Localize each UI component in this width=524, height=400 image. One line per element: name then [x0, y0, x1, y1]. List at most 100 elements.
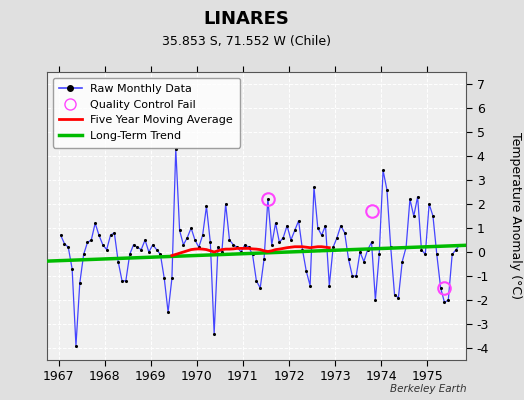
Point — [145, 249, 153, 255]
Point — [333, 234, 341, 241]
Point — [352, 273, 361, 279]
Point — [233, 244, 242, 250]
Point — [310, 184, 318, 190]
Point — [202, 203, 211, 210]
Point — [83, 239, 92, 246]
Point — [103, 246, 111, 253]
Point — [72, 342, 80, 349]
Point — [237, 249, 245, 255]
Point — [383, 186, 391, 193]
Point — [206, 239, 214, 246]
Point — [313, 225, 322, 231]
Point — [402, 244, 410, 250]
Point — [248, 251, 257, 258]
Point — [379, 167, 387, 174]
Point — [406, 196, 414, 202]
Point — [410, 213, 418, 219]
Point — [413, 194, 422, 200]
Point — [279, 234, 288, 241]
Point — [114, 258, 123, 265]
Point — [187, 225, 195, 231]
Point — [179, 242, 188, 248]
Point — [110, 230, 118, 236]
Point — [387, 244, 395, 250]
Point — [329, 244, 337, 250]
Point — [126, 251, 134, 258]
Point — [341, 230, 349, 236]
Point — [241, 242, 249, 248]
Point — [371, 297, 379, 303]
Point — [348, 273, 356, 279]
Point — [359, 258, 368, 265]
Point — [156, 251, 165, 258]
Y-axis label: Temperature Anomaly (°C): Temperature Anomaly (°C) — [509, 132, 521, 300]
Point — [452, 246, 460, 253]
Point — [318, 232, 326, 238]
Point — [264, 196, 272, 202]
Point — [275, 239, 283, 246]
Point — [176, 227, 184, 234]
Point — [129, 242, 138, 248]
Point — [75, 280, 84, 286]
Point — [440, 299, 449, 306]
Point — [164, 309, 172, 315]
Point — [68, 266, 77, 272]
Legend: Raw Monthly Data, Quality Control Fail, Five Year Moving Average, Long-Term Tren: Raw Monthly Data, Quality Control Fail, … — [53, 78, 240, 148]
Point — [398, 258, 407, 265]
Point — [291, 227, 299, 234]
Point — [321, 222, 330, 229]
Point — [91, 220, 100, 226]
Point — [225, 237, 234, 243]
Text: LINARES: LINARES — [203, 10, 289, 28]
Point — [229, 242, 237, 248]
Point — [214, 244, 222, 250]
Point — [148, 242, 157, 248]
Point — [118, 278, 126, 284]
Point — [375, 251, 384, 258]
Point — [336, 222, 345, 229]
Point — [302, 268, 311, 274]
Point — [222, 201, 230, 207]
Point — [436, 285, 445, 291]
Point — [122, 278, 130, 284]
Point — [306, 282, 314, 289]
Point — [325, 282, 333, 289]
Point — [448, 251, 456, 258]
Point — [364, 246, 372, 253]
Point — [298, 246, 307, 253]
Point — [271, 220, 280, 226]
Point — [60, 240, 69, 247]
Point — [287, 237, 295, 243]
Point — [417, 246, 425, 253]
Point — [217, 249, 226, 255]
Text: Berkeley Earth: Berkeley Earth — [390, 384, 466, 394]
Point — [394, 294, 402, 301]
Point — [152, 246, 161, 253]
Point — [294, 218, 303, 224]
Point — [390, 292, 399, 298]
Point — [137, 246, 146, 253]
Point — [183, 234, 191, 241]
Point — [191, 237, 199, 243]
Point — [425, 201, 433, 207]
Point — [87, 237, 95, 243]
Point — [444, 297, 453, 303]
Point — [106, 232, 115, 238]
Point — [199, 232, 207, 238]
Point — [260, 256, 268, 262]
Point — [194, 244, 203, 250]
Point — [80, 251, 88, 258]
Point — [133, 244, 141, 250]
Point — [64, 244, 72, 250]
Point — [433, 251, 441, 258]
Point — [57, 232, 65, 238]
Point — [256, 285, 265, 291]
Point — [168, 275, 176, 282]
Point — [210, 330, 219, 337]
Point — [421, 251, 430, 258]
Point — [141, 237, 149, 243]
Point — [245, 244, 253, 250]
Point — [429, 213, 437, 219]
Point — [367, 239, 376, 246]
Point — [344, 256, 353, 262]
